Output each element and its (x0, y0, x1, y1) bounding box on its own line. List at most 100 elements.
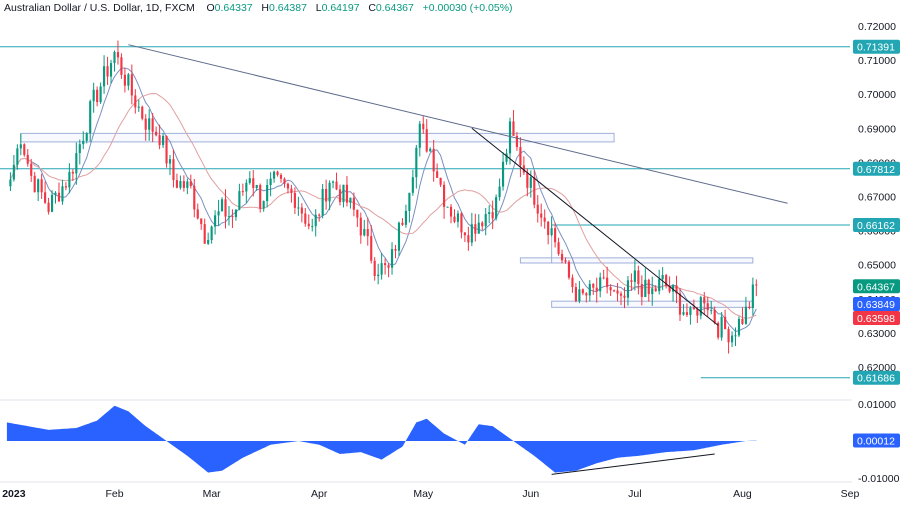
candle-body (106, 66, 109, 77)
candle-body (467, 235, 470, 243)
price-tick-label: 0.70000 (858, 89, 896, 101)
candle-body (647, 279, 650, 295)
candle-body (560, 253, 564, 261)
price-badge-label: 0.63849 (857, 299, 895, 311)
candle-body (446, 206, 449, 208)
candle-body (644, 279, 647, 297)
candle-body (429, 148, 432, 152)
oscillator-pane (0, 399, 852, 475)
price-badge (853, 161, 900, 176)
candle-body (626, 280, 630, 298)
candle-body (717, 322, 720, 338)
candle-body (585, 293, 588, 296)
candle-body (12, 164, 15, 180)
candle-body (99, 86, 102, 103)
price-axis[interactable]: 0.720000.710000.700000.690000.680000.670… (858, 21, 900, 485)
candle-body (477, 222, 480, 234)
candle-body (64, 186, 67, 188)
candle-body (172, 159, 175, 181)
candle-body (165, 135, 168, 164)
price-badge-label: 0.63598 (857, 313, 895, 325)
candle-body (304, 213, 307, 224)
candle-body (390, 249, 394, 268)
candle-body (40, 179, 43, 193)
candle-body (286, 183, 290, 189)
candle-body (276, 171, 279, 175)
candle-body (189, 181, 192, 187)
candle-body (588, 283, 591, 296)
time-axis[interactable]: 2023FebMarAprMayJunJulAugSepOctNovDec (0, 481, 900, 500)
candle-body (37, 179, 40, 193)
candle-body (689, 307, 692, 315)
zones (20, 132, 754, 308)
fast-ma-line (9, 67, 757, 332)
candle-body (148, 118, 151, 130)
candle-body (321, 188, 324, 216)
candle-body (30, 163, 33, 176)
price-badge-label: 0.61686 (857, 373, 895, 385)
candle-body (259, 184, 262, 209)
candle-body (130, 74, 133, 96)
candle-body (512, 121, 515, 136)
candle-body (352, 197, 355, 210)
price-tick-label: 0.69000 (858, 123, 896, 135)
candle-body (82, 140, 85, 145)
candle-body (678, 293, 682, 315)
candle-body (484, 214, 487, 227)
candle-body (571, 277, 574, 288)
candle-body (460, 213, 463, 233)
candle-body (748, 306, 751, 308)
symbol-title[interactable]: Australian Dollar / U.S. Dollar, 1D, FXC… (4, 2, 195, 14)
candle-body (595, 287, 598, 292)
candle-body (616, 290, 619, 294)
long-term-trendline (128, 44, 788, 204)
candle-body (214, 215, 217, 227)
candle-body (734, 335, 737, 337)
candle-body (134, 95, 137, 108)
candle-body (238, 191, 241, 210)
candle-body (103, 66, 106, 87)
candle-body (404, 210, 407, 225)
time-tick-label: Mar (203, 488, 222, 500)
candle-body (290, 188, 293, 193)
price-badge (853, 310, 900, 325)
price-badge (853, 218, 900, 233)
price-tick-label: 0.65000 (858, 260, 896, 272)
candle-body (120, 57, 123, 75)
candle-body (123, 74, 126, 86)
low-value: 0.64197 (321, 2, 360, 14)
candle-body (293, 192, 296, 208)
candle-body (248, 178, 251, 183)
change-value: +0.00030 (+0.05%) (422, 2, 513, 14)
candle-body (651, 288, 654, 295)
candle-body (637, 270, 640, 285)
high-value: 0.64387 (269, 2, 307, 14)
candle-body (113, 52, 116, 64)
candle-body (422, 123, 425, 130)
candle-body (155, 131, 158, 136)
candle-body (273, 171, 276, 179)
candle-body (373, 260, 376, 277)
candle-body (741, 318, 744, 324)
candle-body (182, 181, 185, 188)
price-badge (853, 279, 900, 294)
price-badge-label: 0.66162 (857, 220, 895, 232)
price-badge-label: 0.71391 (857, 42, 895, 54)
candle-body (33, 175, 36, 193)
candle-body (574, 287, 577, 302)
candle-body (443, 184, 446, 207)
divergence-line (551, 453, 715, 475)
candle-body (220, 199, 224, 212)
candle-body (331, 181, 335, 183)
candle-body (751, 284, 754, 308)
candle-body (44, 192, 47, 203)
candle-body (696, 309, 699, 316)
time-tick-label: 2023 (2, 488, 26, 500)
candle-body (141, 106, 144, 119)
candle-body (175, 180, 179, 188)
candle-body (127, 74, 130, 86)
candle-body (335, 181, 338, 190)
short-term-trendline (471, 127, 719, 326)
